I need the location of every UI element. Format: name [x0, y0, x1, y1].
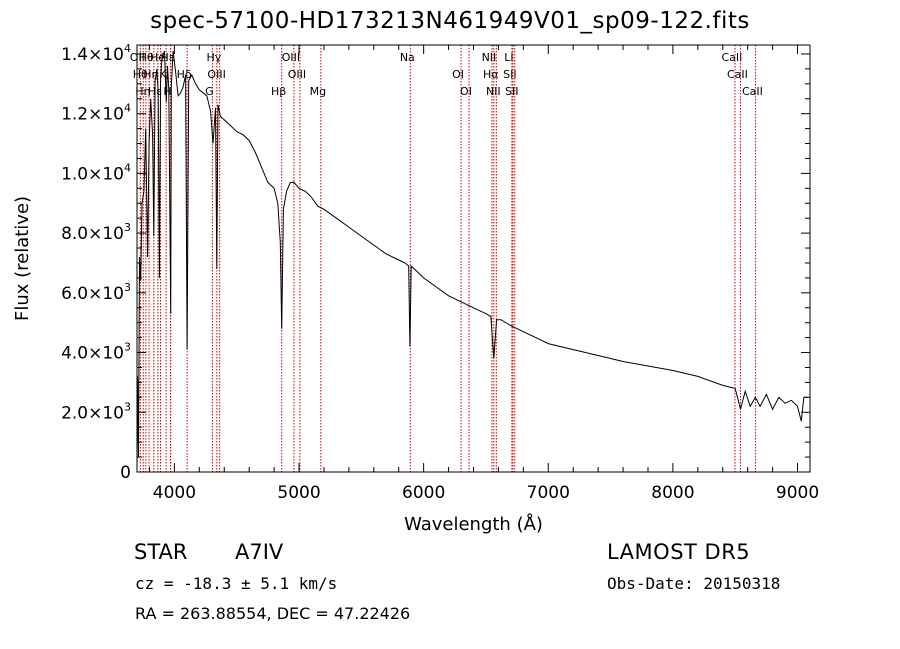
line-label: SII: [505, 85, 518, 98]
y-axis-title: Flux (relative): [12, 196, 33, 321]
series-group: [136, 50, 808, 473]
line-label: NII: [486, 85, 501, 98]
x-tick-label: 8000: [651, 483, 694, 503]
line-label: Hα: [483, 68, 499, 81]
line-label: CaII: [727, 68, 748, 81]
x-tick-label: 4000: [153, 483, 196, 503]
line-label: Hβ: [271, 85, 286, 98]
y-tick-label: 1.0×104: [61, 161, 131, 184]
emission-lines: OIIHθHηHθHηHεHeKHHεHδGHγOIIIHβOIIIOIIIMg…: [130, 45, 763, 472]
line-label: Hη: [143, 68, 158, 81]
x-axis-title: Wavelength (Å): [404, 513, 543, 535]
x-tick-label: 7000: [527, 483, 570, 503]
y-tick-label: 1.4×104: [61, 42, 131, 65]
line-label: NII: [482, 51, 497, 64]
x-tick-label: 5000: [277, 483, 320, 503]
line-label: OIII: [282, 51, 300, 64]
axis-labels: 4000 5000 6000 7000 8000 9000 0 2.0×103 4.0×103 6…: [12, 42, 819, 535]
line-label: OIII: [207, 68, 225, 81]
line-label: Na: [400, 51, 415, 64]
y-tick-label: 6.0×103: [61, 281, 131, 304]
line-label: Hη: [135, 85, 150, 98]
y-tick-label: 2.0×103: [61, 400, 131, 423]
line-label: CaII: [722, 51, 743, 64]
line-label: K: [160, 68, 168, 81]
chart-title: spec-57100-HD173213N461949V01_sp09-122.f…: [150, 8, 750, 34]
object-subclass: A7IV: [235, 540, 284, 564]
series-line: [136, 50, 808, 473]
object-class: STAR: [134, 540, 188, 564]
y-tick-label: 8.0×103: [61, 221, 131, 244]
line-label: OIII: [288, 68, 306, 81]
plot-frame: [136, 44, 811, 473]
coordinates: RA = 263.88554, DEC = 47.22426: [135, 604, 411, 623]
line-label: Hδ: [177, 68, 192, 81]
line-label: H: [163, 85, 171, 98]
x-tick-label: 9000: [776, 483, 819, 503]
survey-name: LAMOST DR5: [607, 540, 751, 564]
line-label: Mg: [310, 85, 326, 98]
line-label: Hγ: [206, 51, 221, 64]
line-label: Li: [504, 51, 513, 64]
line-label: OI: [452, 68, 464, 81]
y-tick-label: 0: [120, 463, 131, 483]
axes: [136, 44, 811, 473]
y-tick-label: 4.0×103: [61, 341, 131, 364]
y-tick-label: 1.2×104: [61, 102, 131, 125]
line-label: G: [205, 85, 214, 98]
line-label: SII: [503, 68, 516, 81]
line-label: OI: [460, 85, 472, 98]
redshift-value: cz = -18.3 ± 5.1 km/s: [135, 574, 338, 593]
x-tick-label: 6000: [402, 483, 445, 503]
observation-date: Obs-Date: 20150318: [607, 574, 781, 593]
line-label: CaII: [742, 85, 763, 98]
